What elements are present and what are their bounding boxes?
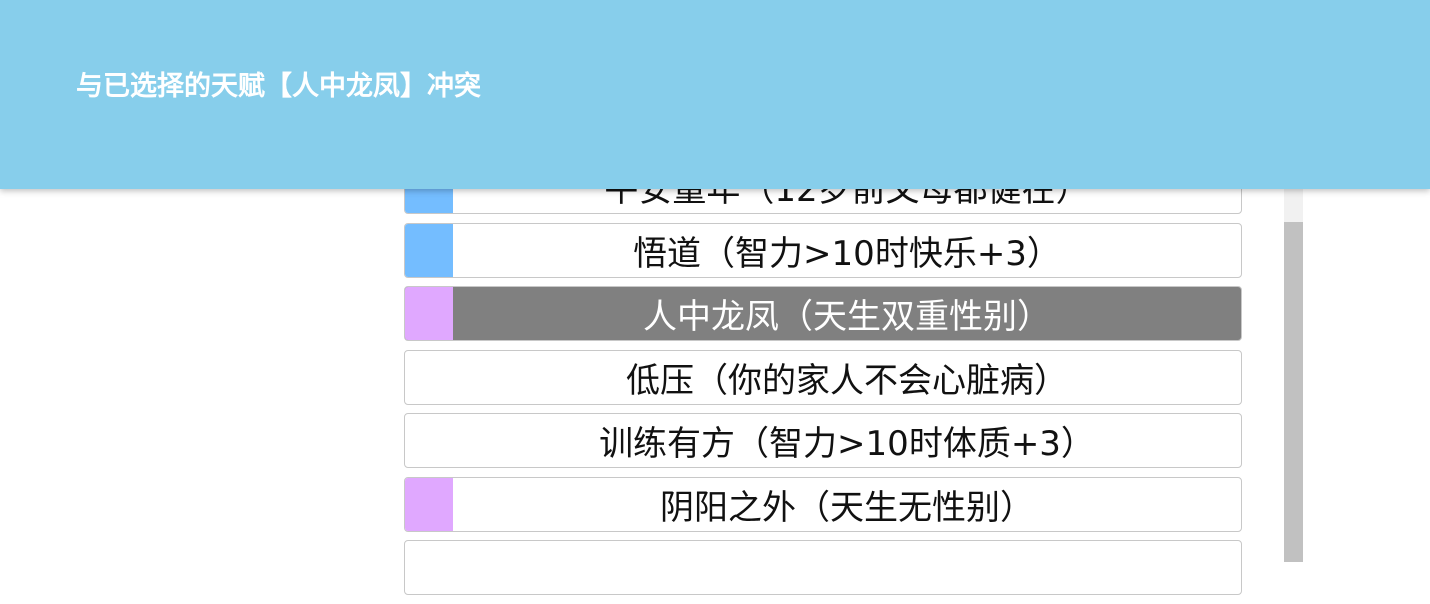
talent-item-selected[interactable]: 人中龙凤（天生双重性别） xyxy=(404,286,1242,341)
talent-item[interactable] xyxy=(404,540,1242,595)
talent-label: 悟道（智力>10时快乐+3） xyxy=(633,233,1061,274)
talent-label: 人中龙凤（天生双重性别） xyxy=(643,297,1051,337)
grade-color-bar xyxy=(405,287,453,340)
talent-item[interactable]: 阴阳之外（天生无性别） xyxy=(404,476,1242,532)
grade-color-bar xyxy=(405,414,453,467)
talent-label: 训练有方（智力>10时体质+3） xyxy=(599,424,1095,464)
talent-label: 阴阳之外（天生无性别） xyxy=(660,487,1034,528)
grade-color-bar xyxy=(405,223,453,277)
talent-item[interactable]: 低压（你的家人不会心脏病） xyxy=(404,349,1242,405)
talent-label: 低压（你的家人不会心脏病） xyxy=(626,360,1068,401)
talent-item[interactable]: 悟道（智力>10时快乐+3） xyxy=(404,222,1242,278)
talent-list: 平安童年（12岁前父母都健在） 悟道（智力>10时快乐+3） 人中龙凤（天生双重性别… xyxy=(404,159,1242,604)
grade-color-bar xyxy=(405,541,453,594)
conflict-toast: 与已选择的天赋【人中龙凤】冲突 xyxy=(0,0,1430,189)
grade-color-bar xyxy=(405,477,453,531)
talent-item[interactable]: 训练有方（智力>10时体质+3） xyxy=(404,413,1242,468)
scrollbar-track[interactable] xyxy=(1284,150,1303,562)
scrollbar-thumb[interactable] xyxy=(1284,222,1303,562)
grade-color-bar xyxy=(405,351,453,404)
toast-message: 与已选择的天赋【人中龙凤】冲突 xyxy=(76,71,481,102)
